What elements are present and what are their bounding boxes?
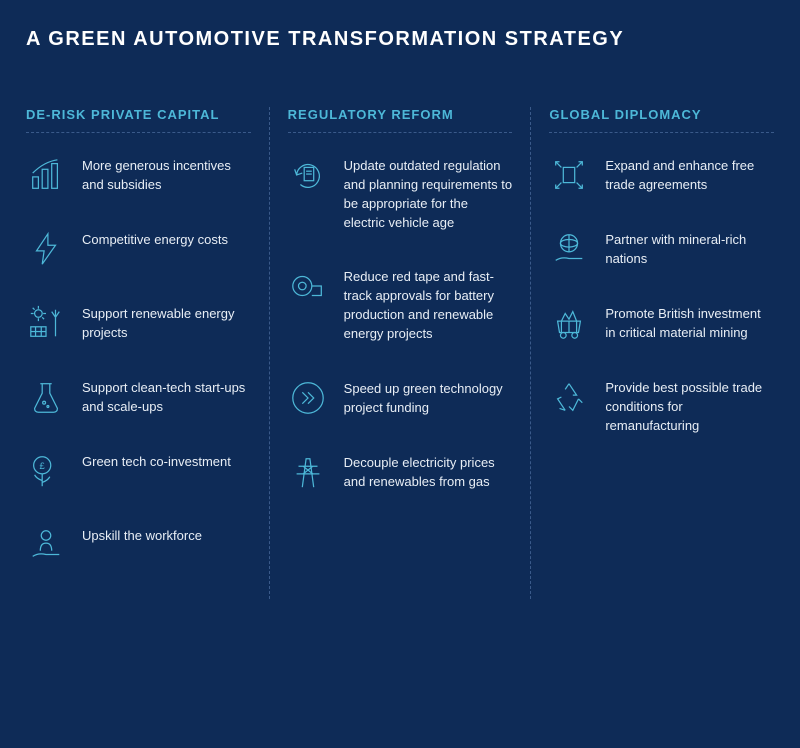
solar-wind-icon xyxy=(26,303,66,343)
column-diplomacy: GLOBAL DIPLOMACY Expand and enhance free… xyxy=(530,107,774,599)
columns-container: DE-RISK PRIVATE CAPITAL More generous in… xyxy=(26,107,774,599)
list-item: Support clean-tech start-ups and scale-u… xyxy=(26,377,251,417)
page-title: A GREEN AUTOMOTIVE TRANSFORMATION STRATE… xyxy=(26,28,774,51)
item-text: Reduce red tape and fast-track approvals… xyxy=(344,266,513,343)
item-text: Update outdated regulation and planning … xyxy=(344,155,513,232)
item-text: Partner with mineral-rich nations xyxy=(605,229,774,269)
refresh-doc-icon xyxy=(288,155,328,195)
fast-forward-icon xyxy=(288,378,328,418)
list-item: Expand and enhance free trade agreements xyxy=(549,155,774,195)
list-item: Competitive energy costs xyxy=(26,229,251,269)
list-item: Support renewable energy projects xyxy=(26,303,251,343)
item-text: Provide best possible trade conditions f… xyxy=(605,377,774,436)
list-item: Reduce red tape and fast-track approvals… xyxy=(288,266,513,343)
mine-cart-icon xyxy=(549,303,589,343)
list-item: Speed up green technology project fundin… xyxy=(288,378,513,418)
svg-text:£: £ xyxy=(40,461,46,472)
column-heading: GLOBAL DIPLOMACY xyxy=(549,107,774,133)
item-text: Promote British investment in critical m… xyxy=(605,303,774,343)
globe-hand-icon xyxy=(549,229,589,269)
tape-icon xyxy=(288,266,328,306)
list-item: Promote British investment in critical m… xyxy=(549,303,774,343)
item-text: Speed up green technology project fundin… xyxy=(344,378,513,418)
item-text: Green tech co-investment xyxy=(82,451,231,472)
column-derisk: DE-RISK PRIVATE CAPITAL More generous in… xyxy=(26,107,269,599)
list-item: Update outdated regulation and planning … xyxy=(288,155,513,232)
recycle-icon xyxy=(549,377,589,417)
bar-chart-icon xyxy=(26,155,66,195)
list-item: Upskill the workforce xyxy=(26,525,251,565)
flask-icon xyxy=(26,377,66,417)
item-text: Support clean-tech start-ups and scale-u… xyxy=(82,377,251,417)
pound-plant-icon: £ xyxy=(26,451,66,491)
list-item: Partner with mineral-rich nations xyxy=(549,229,774,269)
column-heading: REGULATORY REFORM xyxy=(288,107,513,133)
person-hand-icon xyxy=(26,525,66,565)
column-heading: DE-RISK PRIVATE CAPITAL xyxy=(26,107,251,133)
expand-doc-icon xyxy=(549,155,589,195)
list-item: £ Green tech co-investment xyxy=(26,451,251,491)
item-text: Expand and enhance free trade agreements xyxy=(605,155,774,195)
item-text: More generous incentives and subsidies xyxy=(82,155,251,195)
list-item: More generous incentives and subsidies xyxy=(26,155,251,195)
item-text: Decouple electricity prices and renewabl… xyxy=(344,452,513,492)
item-text: Upskill the workforce xyxy=(82,525,202,546)
lightning-icon xyxy=(26,229,66,269)
column-regulatory: REGULATORY REFORM Update outdated regula… xyxy=(269,107,531,599)
item-text: Support renewable energy projects xyxy=(82,303,251,343)
pylon-icon xyxy=(288,452,328,492)
list-item: Provide best possible trade conditions f… xyxy=(549,377,774,436)
list-item: Decouple electricity prices and renewabl… xyxy=(288,452,513,492)
item-text: Competitive energy costs xyxy=(82,229,228,250)
